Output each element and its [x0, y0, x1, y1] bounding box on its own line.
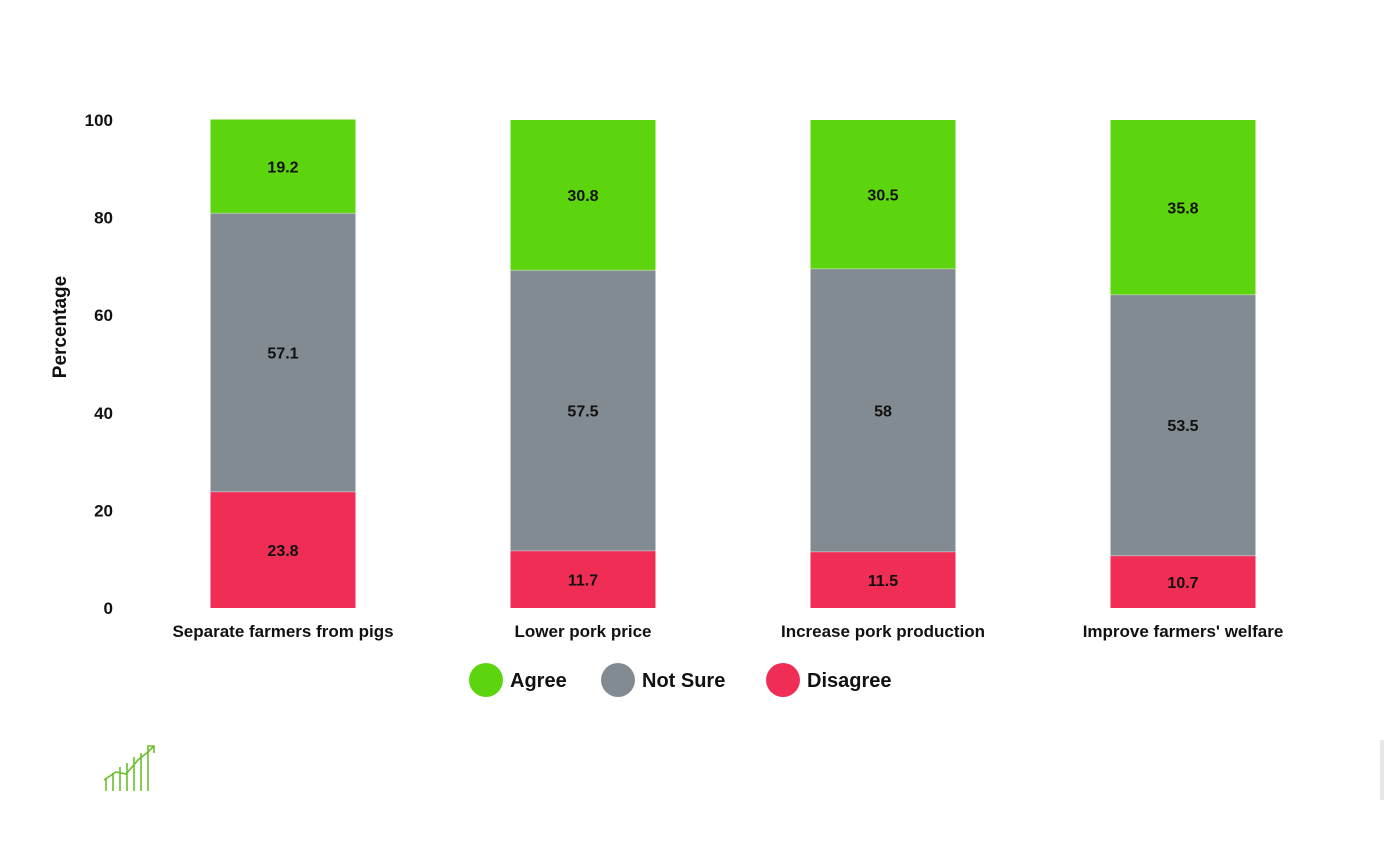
y-axis-label: Percentage	[50, 276, 71, 378]
x-tick-label: Improve farmers' welfare	[1083, 622, 1284, 641]
bars-group: 23.8 57.1 19.2 11.7 57.5 30.8 11.5 58 30.5 10.7 53…	[210, 119, 1256, 608]
y-tick-label: 100	[85, 111, 113, 130]
y-axis: 0 20 40 60 80 100	[85, 111, 113, 618]
data-label: 23.8	[267, 543, 298, 560]
y-tick-label: 60	[94, 306, 113, 325]
bar-segment-agree	[1110, 120, 1256, 295]
data-label: 30.5	[867, 187, 898, 204]
bar-segment-not-sure	[810, 268, 956, 552]
y-tick-label: 80	[94, 209, 113, 228]
bar-segment-not-sure	[210, 213, 356, 492]
bar-segment-disagree	[510, 550, 656, 608]
bar-segment-disagree	[810, 551, 956, 608]
y-tick-label: 40	[94, 404, 113, 423]
legend-label: Not Sure	[642, 670, 725, 692]
legend-swatch-not-sure	[601, 663, 635, 697]
logo-arrow-head	[147, 745, 155, 753]
y-tick-label: 20	[94, 501, 113, 520]
scroll-edge	[1380, 740, 1384, 800]
bar-segment-disagree	[1110, 555, 1256, 608]
data-label: 53.5	[1167, 418, 1198, 435]
bar-segment-agree	[810, 120, 956, 269]
bar-segment-not-sure	[1110, 294, 1256, 556]
data-label: 19.2	[267, 159, 298, 176]
data-label: 57.5	[567, 404, 598, 421]
legend-label: Agree	[510, 670, 567, 692]
bar-segment-disagree	[210, 491, 356, 608]
legend: Agree Not Sure Disagree	[469, 663, 892, 697]
data-label: 30.8	[567, 188, 598, 205]
logo-trend-line	[103, 745, 155, 781]
data-label: 11.5	[868, 573, 898, 590]
bar-segment-agree	[510, 120, 656, 271]
data-label: 11.7	[568, 572, 598, 589]
x-axis-tick-labels: Separate farmers from pigs Lower pork pri…	[172, 622, 1283, 641]
bar-segment-agree	[210, 119, 356, 214]
x-tick-label: Increase pork production	[781, 622, 985, 641]
legend-swatch-disagree	[766, 663, 800, 697]
y-tick-label: 0	[104, 599, 113, 618]
legend-swatch-agree	[469, 663, 503, 697]
x-tick-label: Separate farmers from pigs	[172, 622, 393, 641]
legend-label: Disagree	[807, 670, 892, 692]
growth-chart-icon	[103, 745, 155, 791]
bar-segment-not-sure	[510, 270, 656, 551]
data-label: 10.7	[1167, 575, 1198, 592]
data-label: 58	[874, 403, 892, 420]
x-tick-label: Lower pork price	[515, 622, 652, 641]
data-label: 57.1	[267, 346, 298, 363]
data-label: 35.8	[1167, 200, 1198, 217]
